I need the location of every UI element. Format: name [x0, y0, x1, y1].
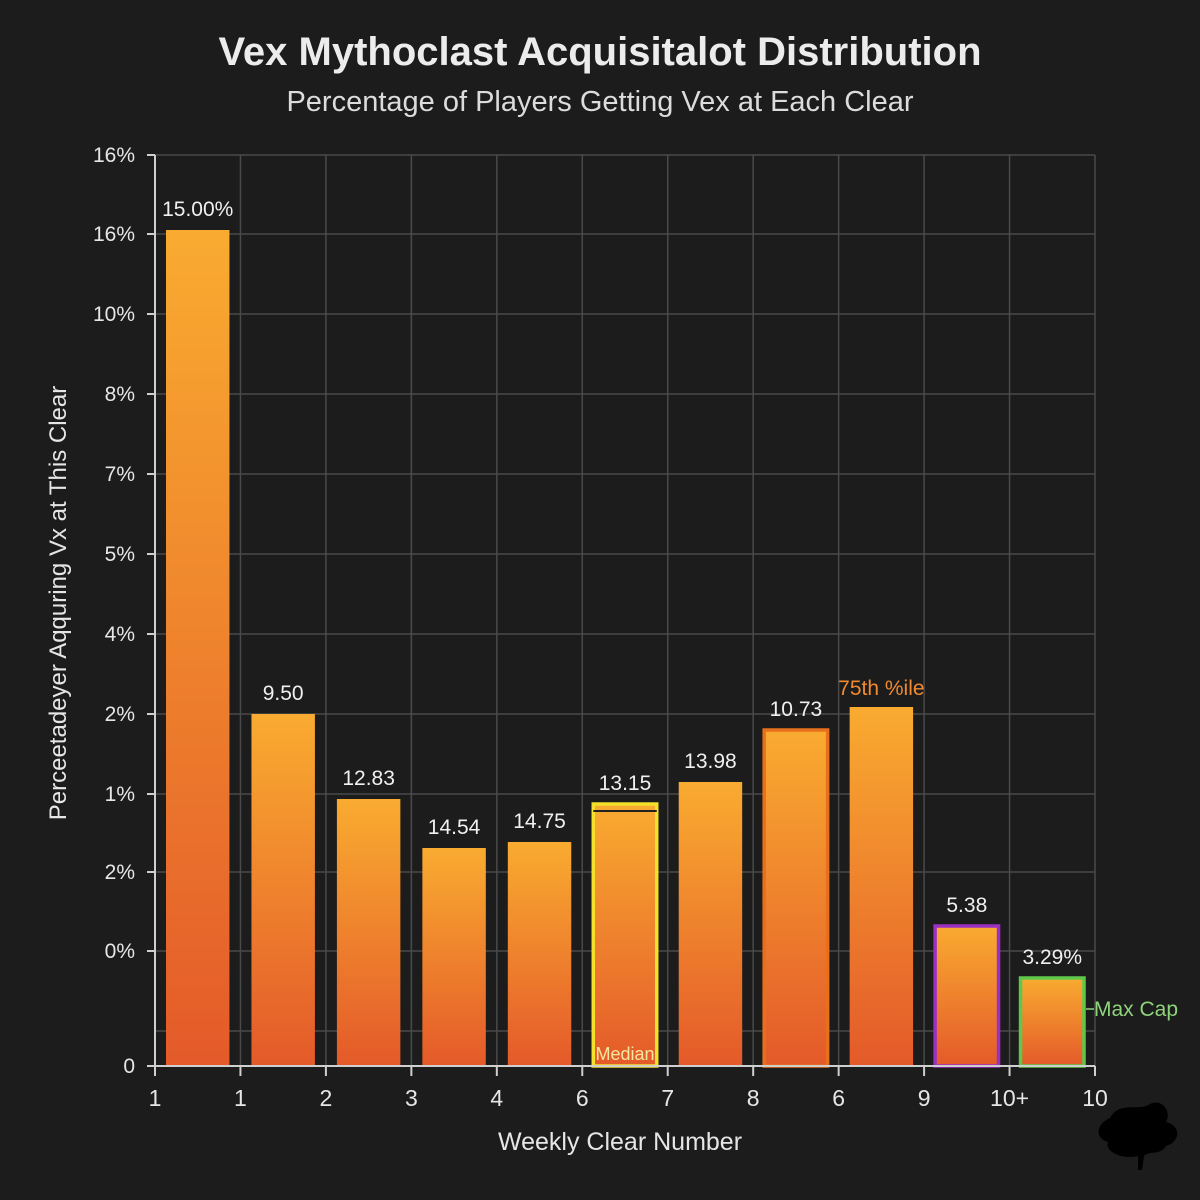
- y-tick-label: 16%: [93, 144, 135, 167]
- bar-value-label: 14.75: [513, 810, 566, 833]
- x-tick-label: 4: [490, 1085, 503, 1111]
- y-tick-label: 10%: [93, 303, 135, 326]
- x-tick-label: 7: [661, 1085, 674, 1111]
- x-tick-label: 10: [1082, 1085, 1108, 1111]
- axes: 16%16%10%8%7%5%4%2%1%2%0%01 1 2 3 4 6 7 8 6 9 10+ 1…: [93, 144, 1108, 1111]
- bar-value-label: 12.83: [342, 767, 395, 790]
- y-tick-label: 4%: [105, 623, 135, 646]
- bars: 15.00% 9.50 12.83 14.54 14.75 13.15 Median 13.9…: [162, 198, 1178, 1068]
- chart-title: Vex Mythoclast Acquisitalot Distribution: [218, 30, 982, 74]
- bar-value-label: 5.38: [946, 894, 987, 917]
- bar: [166, 230, 230, 1066]
- bar: [1018, 976, 1086, 1068]
- x-axis-label: Weekly Clear Number: [498, 1128, 742, 1156]
- bar: [251, 714, 315, 1066]
- max-cap-annotation: Max Cap: [1094, 998, 1178, 1021]
- bar: [849, 707, 914, 1066]
- x-tick-label: 10+: [990, 1085, 1029, 1111]
- x-tick-label: 1: [149, 1085, 162, 1111]
- ink-blot-mark: [1098, 1102, 1178, 1170]
- x-tick-label: 8: [747, 1085, 760, 1111]
- x-tick-label: 2: [320, 1085, 333, 1111]
- x-tick-label: 6: [576, 1085, 589, 1111]
- bar-value-label: 10.73: [770, 698, 823, 721]
- bar-value-label: 13.15: [599, 772, 652, 795]
- y-axis-label: Perceetadeyer Aqquring Vx at This Clear: [45, 386, 72, 820]
- bar: [591, 802, 659, 1068]
- median-annotation: Median: [595, 1044, 654, 1064]
- x-tick-label: 6: [832, 1085, 845, 1111]
- x-tick-label: 3: [405, 1085, 418, 1111]
- bar-value-label: 3.29%: [1022, 946, 1082, 969]
- bar-value-label: 14.54: [428, 816, 481, 839]
- bar: [762, 728, 830, 1068]
- y-tick-label: 7%: [105, 463, 135, 486]
- bar: [678, 782, 743, 1066]
- y-tick-label: 16%: [93, 223, 135, 246]
- y-tick-label: 0%: [105, 940, 135, 963]
- bar: [933, 924, 1001, 1068]
- y-tick-label: 2%: [105, 861, 135, 884]
- x-tick-label: 9: [918, 1085, 931, 1111]
- bar-value-label: 9.50: [263, 682, 304, 705]
- y-tick-label: 1%: [105, 783, 135, 806]
- percentile-annotation: 75th %ile: [838, 677, 924, 700]
- y-tick-label: 0: [123, 1055, 135, 1078]
- bar-value-label: 13.98: [684, 750, 737, 773]
- bar: [422, 848, 486, 1066]
- x-tick-label: 1: [234, 1085, 247, 1111]
- chart-subtitle: Percentage of Players Getting Vex at Eac…: [286, 86, 914, 118]
- y-tick-label: 5%: [105, 543, 135, 566]
- bar-value-label: 15.00%: [162, 198, 233, 221]
- y-tick-label: 8%: [105, 383, 135, 406]
- bar: [336, 799, 401, 1066]
- y-tick-label: 2%: [105, 703, 135, 726]
- bar: [507, 842, 572, 1066]
